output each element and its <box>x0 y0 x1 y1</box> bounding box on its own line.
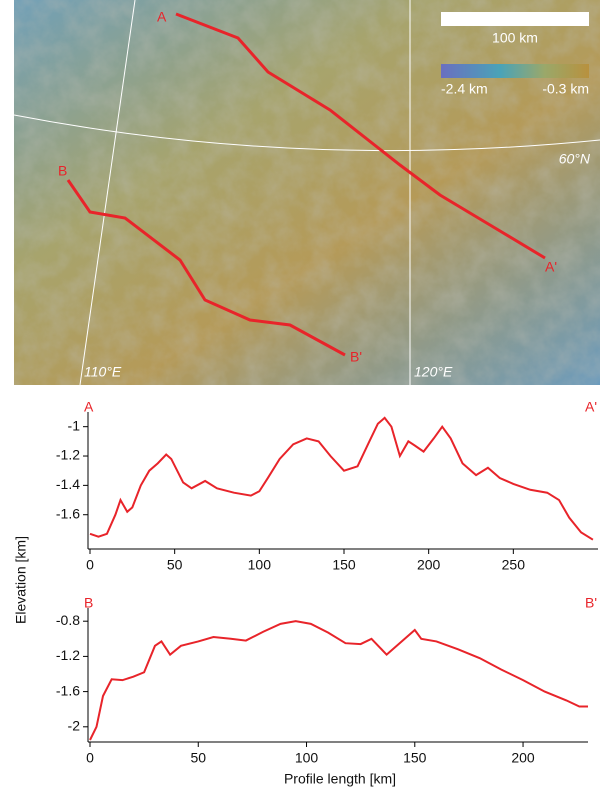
corner-label: A <box>84 399 94 415</box>
profile-line <box>90 621 588 740</box>
profile-line <box>90 418 593 540</box>
map: 100 km -2.4 km -0.3 km 60°N 110°E 120°E … <box>14 0 600 385</box>
colorbar-max: -0.3 km <box>542 81 589 97</box>
x-tick-label: 150 <box>332 557 356 573</box>
x-tick-label: 100 <box>248 557 272 573</box>
map-texture <box>14 0 600 385</box>
map-label: A' <box>545 259 557 275</box>
x-tick-label: 0 <box>86 557 94 573</box>
longitude-label: 120°E <box>414 364 453 380</box>
y-tick-label: -1.2 <box>56 647 80 663</box>
y-tick-label: -1.4 <box>56 476 80 492</box>
map-label: B <box>58 163 67 179</box>
x-tick-label: 100 <box>295 750 319 766</box>
latitude-label: 60°N <box>559 151 591 167</box>
map-label: A <box>157 9 167 25</box>
y-tick-label: -1 <box>68 417 81 433</box>
x-tick-label: 200 <box>511 750 535 766</box>
y-axis-label: Elevation [km] <box>13 536 29 624</box>
figure: 100 km -2.4 km -0.3 km 60°N 110°E 120°E … <box>0 0 600 794</box>
corner-label: B' <box>585 595 597 611</box>
y-tick-label: -1.6 <box>56 505 80 521</box>
colorbar <box>441 64 589 78</box>
y-tick-label: -1.2 <box>56 447 80 463</box>
scale-label: 100 km <box>492 30 538 46</box>
x-tick-label: 50 <box>167 557 183 573</box>
x-tick-label: 250 <box>502 557 526 573</box>
corner-label: A' <box>585 399 597 415</box>
page: {"map": {"scale_label": "100 km", "color… <box>0 0 600 799</box>
x-axis-label: Profile length [km] <box>284 771 396 787</box>
x-tick-label: 200 <box>417 557 441 573</box>
longitude-label: 110°E <box>84 364 122 380</box>
scale-bar <box>441 12 589 26</box>
y-tick-label: -0.8 <box>56 612 80 628</box>
map-label: B' <box>350 349 362 365</box>
x-tick-label: 0 <box>86 750 94 766</box>
corner-label: B <box>84 595 93 611</box>
x-tick-label: 50 <box>190 750 206 766</box>
x-tick-label: 150 <box>403 750 427 766</box>
colorbar-min: -2.4 km <box>441 81 488 97</box>
y-tick-label: -2 <box>68 718 81 734</box>
y-tick-label: -1.6 <box>56 682 80 698</box>
